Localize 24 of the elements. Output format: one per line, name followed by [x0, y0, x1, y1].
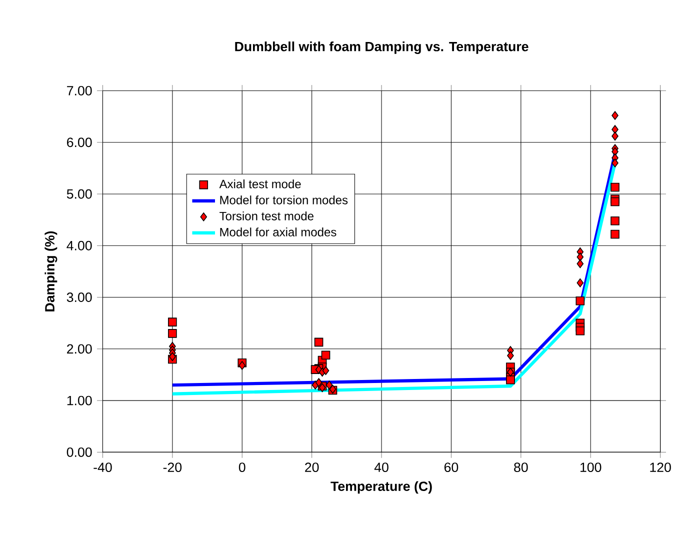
- x-tick-label: -20: [163, 462, 182, 472]
- y-tick-label: 5.00: [66, 189, 92, 199]
- x-tick-label: 120: [650, 462, 671, 472]
- x-tick-label: -40: [94, 462, 112, 472]
- y-tick-label: 6.00: [67, 138, 92, 148]
- x-tick-label: 20: [305, 462, 319, 472]
- legend-label: Model for axial modes: [220, 228, 336, 236]
- x-tick-label: 0: [238, 462, 246, 472]
- x-tick-label: 100: [580, 462, 602, 472]
- legend-label: Axial test mode: [219, 180, 301, 188]
- x-tick-label: 80: [514, 462, 528, 472]
- y-tick-label: 2.00: [67, 344, 92, 354]
- y-tick-label: 0.00: [66, 448, 92, 457]
- x-tick-label: 60: [444, 462, 458, 472]
- y-axis-title: Damping (%): [44, 231, 58, 312]
- x-tick-label: 40: [374, 462, 388, 472]
- x-axis-title: Temperature (C): [330, 481, 432, 494]
- y-tick-label: 3.00: [66, 292, 92, 302]
- y-tick-label: 7.00: [67, 86, 92, 96]
- legend-label: Model for torsion modes: [220, 196, 348, 204]
- legend-label: Torsion test mode: [220, 212, 314, 220]
- y-tick-label: 4.00: [66, 240, 92, 250]
- y-tick-label: 1.00: [67, 396, 92, 406]
- chart-title: Dumbbell with foam Damping vs. Temperature: [235, 42, 528, 54]
